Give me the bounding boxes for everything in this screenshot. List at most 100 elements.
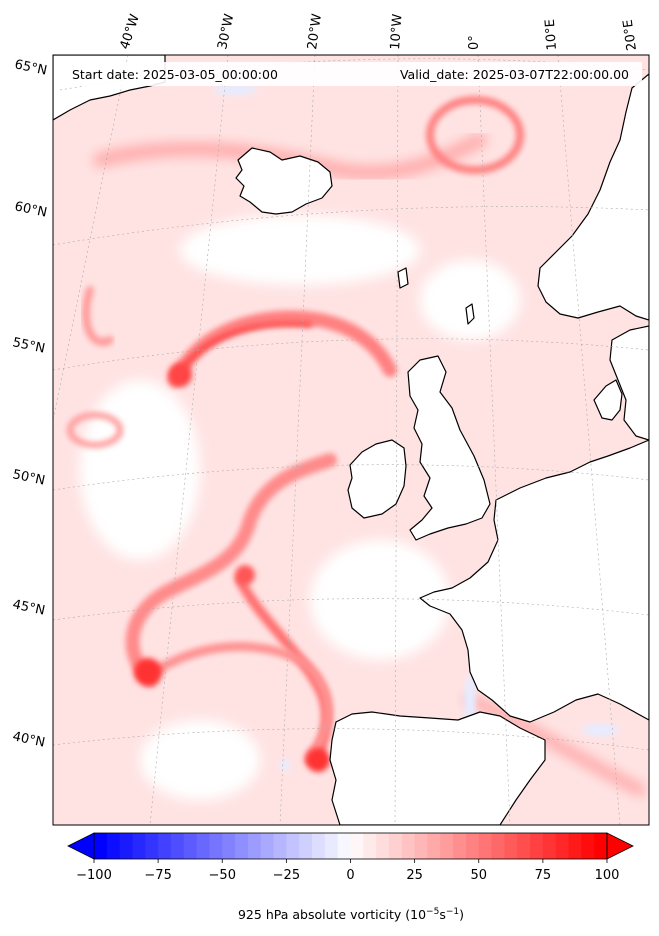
great-britain [407, 355, 491, 541]
lat-label: 50°N [11, 467, 46, 488]
date-header-band [60, 62, 642, 86]
colorbar-swatches [94, 833, 608, 859]
lon-label: 30°W [215, 12, 237, 50]
colorbar-swatch [517, 833, 531, 859]
lat-label: 45°N [11, 597, 46, 618]
colorbar-extend-high [606, 832, 634, 860]
colorbar-swatch [542, 833, 557, 859]
faroe [397, 267, 409, 289]
colorbar-label: 925 hPa absolute vorticity (10−5s−1) [238, 907, 464, 922]
colorbar-swatch [286, 833, 300, 859]
low-center-west [67, 412, 123, 448]
colorbar-swatch [350, 833, 364, 859]
low-center-norway-sea [426, 96, 524, 174]
map-panel [53, 55, 649, 825]
colorbar-swatch [427, 833, 441, 859]
vorticity-maxima [67, 96, 524, 772]
colorbar-swatch [170, 833, 185, 859]
colorbar-swatch [247, 833, 262, 859]
colorbar-swatch [594, 833, 608, 859]
colorbar-swatch [158, 833, 172, 859]
lon-label: 20°W [305, 13, 325, 51]
colorbar-swatch [440, 833, 454, 859]
land-masses [53, 55, 649, 825]
colorbar-swatch [312, 833, 326, 859]
colorbar-swatch [106, 833, 121, 859]
colorbar-tick-label: 25 [406, 868, 423, 883]
colorbar-tick-label: −50 [209, 868, 236, 883]
colorbar-swatch [273, 833, 287, 859]
colorbar-swatch [119, 833, 134, 859]
colorbar-tick-label: 75 [535, 868, 552, 883]
colorbar-swatch [376, 833, 390, 859]
lon-label: 10°W [388, 13, 405, 50]
colorbar-swatch [337, 833, 352, 859]
streak-south-east [464, 694, 646, 796]
colorbar-swatch [260, 833, 275, 859]
colorbar-swatch [222, 833, 236, 859]
colorbar-swatch [94, 833, 108, 859]
colorbar-swatch [414, 833, 429, 859]
lon-label: 20°E [621, 18, 640, 51]
colorbar-swatch [401, 833, 416, 859]
colorbar-swatch [465, 833, 480, 859]
colorbar-swatch [568, 833, 582, 859]
low-center-55n [168, 363, 192, 387]
colorbar-tick-label: −100 [76, 868, 112, 883]
streak-iberia [145, 642, 333, 760]
colorbar-tick-label: 0 [346, 868, 354, 883]
lat-label: 60°N [13, 199, 48, 220]
shetland [465, 303, 475, 325]
colorbar-swatch [209, 833, 223, 859]
iceland [235, 147, 333, 215]
colorbar-swatch [504, 833, 518, 859]
denmark [593, 379, 623, 421]
colorbar-swatch [196, 833, 211, 859]
colorbar-tick-label: 50 [470, 868, 487, 883]
colorbar-swatch [491, 833, 505, 859]
streak-far-west [82, 286, 114, 346]
colorbar-swatch [324, 833, 339, 859]
colorbar-tick-label: 100 [595, 868, 620, 883]
colorbar-swatch [555, 833, 570, 859]
negative-vorticity-patches [213, 85, 618, 771]
scandinavia [537, 73, 649, 321]
colorbar-swatch [453, 833, 467, 859]
valid-date-label: Valid_date: 2025-03-07T22:00:00.00 [400, 67, 629, 82]
colorbar-ticks: −100 −75 −50 −25 0 25 50 75 100 [76, 859, 619, 883]
colorbar-swatch [363, 833, 377, 859]
colorbar: −100 −75 −50 −25 0 25 50 75 100 925 hPa absolute… [67, 832, 634, 922]
colorbar-swatch [235, 833, 249, 859]
latitude-labels: 65°N 60°N 55°N 50°N 45°N 40°N [11, 57, 48, 750]
iberia [329, 711, 546, 825]
low-center-43n [134, 658, 162, 686]
streak-south-spiral [125, 453, 337, 687]
europe-mainland [419, 439, 649, 723]
ireland [347, 439, 407, 519]
start-date-label: Start date: 2025-03-05_00:00:00 [72, 67, 278, 82]
lat-label: 55°N [11, 335, 46, 356]
low-center-47n [235, 565, 255, 585]
sweden-south [609, 325, 649, 441]
longitude-labels: 40°W 30°W 20°W 10°W 0° 10°E 20°E [118, 12, 640, 51]
lon-label: 10°E [543, 19, 560, 51]
lat-label: 40°N [11, 729, 46, 750]
colorbar-extend-low [67, 832, 95, 860]
colorbar-swatch [183, 833, 198, 859]
colorbar-swatch [530, 833, 544, 859]
colorbar-swatch [145, 833, 159, 859]
colorbar-tick-label: −25 [273, 868, 300, 883]
colorbar-swatch [132, 833, 146, 859]
colorbar-swatch [581, 833, 595, 859]
lon-label: 0° [467, 35, 482, 50]
lat-label: 65°N [13, 57, 48, 78]
low-center-40n [306, 748, 330, 772]
map-frame [52, 54, 650, 826]
colorbar-swatch [388, 833, 403, 859]
streak-central-atlantic-core [177, 321, 313, 375]
lon-label: 40°W [118, 12, 143, 51]
colorbar-swatch [478, 833, 493, 859]
colorbar-tick-label: −75 [144, 868, 171, 883]
graticule [53, 55, 649, 825]
